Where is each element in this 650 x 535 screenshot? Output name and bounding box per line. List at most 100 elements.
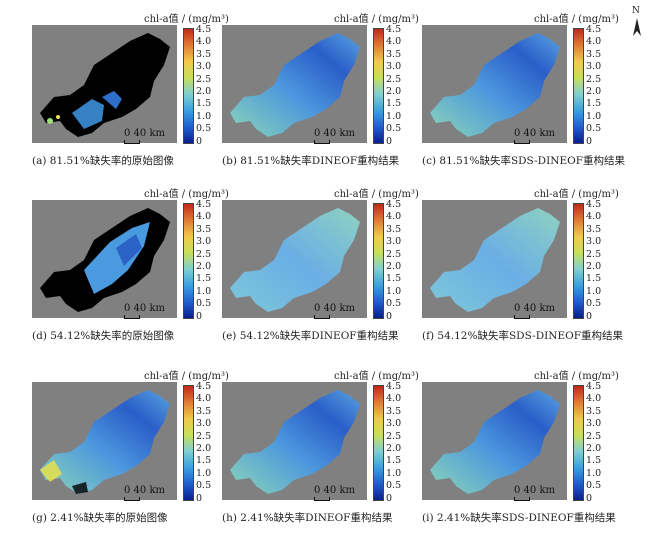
colorbar-tick: 0.5 (196, 123, 212, 135)
scale-bar-label: 0 40 km (514, 485, 555, 496)
colorbar-tick: 4.0 (196, 393, 212, 405)
figure-panel-b: chl-a值 / (mg/m³) 4.5 4.0 3.5 3.0 2.5 2.0 1.5 1.… (222, 10, 422, 170)
colorbar-ticks: 4.5 4.0 3.5 3.0 2.5 2.0 1.5 1.0 0.5 0 (196, 199, 226, 322)
panel-caption: (d) 54.12%缺失率的原始图像 (32, 330, 175, 342)
colorbar-tick: 2.0 (586, 261, 602, 272)
north-arrow: N (628, 6, 646, 40)
lake-map (222, 25, 367, 143)
colorbar-tick: 2.5 (196, 248, 212, 260)
colorbar-ticks: 4.5 4.0 3.5 3.0 2.5 2.0 1.5 1.0 0.5 0 (586, 24, 616, 147)
scale-bar: 0 40 km (314, 128, 355, 144)
lake-map (422, 200, 567, 318)
colorbar-tick: 0.5 (196, 298, 212, 310)
scale-bar-label: 0 40 km (124, 128, 165, 139)
colorbar-tick: 3.0 (586, 418, 602, 430)
colorbar-tick: 1.5 (586, 98, 602, 110)
figure-panel-c: chl-a值 / (mg/m³) 4.5 4.0 3.5 3.0 2.5 2.0 1.5 1.… (422, 10, 625, 170)
scale-bar-label: 0 40 km (514, 128, 555, 139)
panel-caption: (h) 2.41%缺失率DINEOF重构结果 (222, 512, 393, 524)
colorbar-tick: 3.5 (586, 48, 602, 60)
colorbar-tick: 4.5 (196, 199, 212, 210)
colorbar-tick: 2.5 (586, 248, 602, 260)
colorbar-tick: 3.0 (586, 236, 602, 248)
colorbar-tick: 1.0 (386, 285, 402, 297)
panel-caption: (g) 2.41%缺失率的原始图像 (32, 512, 168, 524)
colorbar-tick: 0 (586, 310, 593, 322)
colorbar (373, 28, 384, 144)
colorbar-tick: 0 (386, 492, 393, 504)
colorbar-tick: 0 (386, 135, 393, 147)
colorbar-tick: 3.5 (386, 405, 402, 417)
colorbar-ticks: 4.5 4.0 3.5 3.0 2.5 2.0 1.5 1.0 0.5 0 (196, 25, 226, 147)
colorbar-title: chl-a值 / (mg/m³) (334, 14, 419, 25)
colorbar-tick: 3.5 (196, 48, 212, 60)
lake-map (222, 382, 367, 500)
colorbar-tick: 1.0 (586, 467, 602, 479)
colorbar-tick: 3.5 (386, 48, 402, 60)
colorbar-tick: 2.5 (586, 430, 602, 442)
colorbar-tick: 4.5 (386, 381, 402, 392)
scale-bar: 0 40 km (314, 303, 355, 319)
colorbar-tick: 4.0 (586, 393, 602, 405)
colorbar-title: chl-a值 / (mg/m³) (144, 14, 229, 25)
scale-bar-label: 0 40 km (314, 485, 355, 496)
scale-bar-label: 0 40 km (124, 485, 165, 496)
colorbar-tick: 1.5 (586, 455, 602, 467)
lake-map (32, 25, 177, 143)
colorbar-tick: 4.5 (586, 24, 602, 35)
colorbar-tick: 0 (586, 492, 593, 504)
colorbar-ticks: 4.5 4.0 3.5 3.0 2.5 2.0 1.5 1.0 0.5 0 (386, 199, 416, 322)
colorbar-tick: 4.5 (386, 199, 402, 210)
figure-panel-f: chl-a值 / (mg/m³) 4.5 4.0 3.5 3.0 2.5 2.0 1.5 1.… (422, 185, 623, 345)
colorbar-tick: 1.5 (386, 455, 402, 467)
scale-bar-line (314, 315, 330, 319)
colorbar (573, 385, 584, 501)
colorbar-title: chl-a值 / (mg/m³) (334, 371, 419, 382)
colorbar-ticks: 4.5 4.0 3.5 3.0 2.5 2.0 1.5 1.0 0.5 0 (586, 382, 616, 504)
lake-map (32, 200, 177, 318)
colorbar-tick: 1.0 (386, 110, 402, 122)
colorbar-tick: 1.0 (586, 285, 602, 297)
colorbar-tick: 3.5 (386, 223, 402, 235)
colorbar-tick: 2.5 (586, 73, 602, 85)
colorbar-ticks: 4.5 4.0 3.5 3.0 2.5 2.0 1.5 1.0 0.5 0 (386, 381, 416, 504)
scale-bar-label: 0 40 km (314, 303, 355, 314)
colorbar-tick: 2.5 (196, 430, 212, 442)
colorbar-tick: 2.0 (386, 443, 402, 454)
colorbar-tick: 3.5 (586, 223, 602, 235)
colorbar-tick: 4.0 (586, 36, 602, 48)
colorbar-tick: 4.0 (386, 393, 402, 405)
colorbar-tick: 2.0 (586, 86, 602, 97)
colorbar-tick: 4.0 (386, 211, 402, 223)
panel-caption: (i) 2.41%缺失率SDS-DINEOF重构结果 (422, 512, 616, 524)
north-label: N (632, 6, 640, 16)
colorbar-tick: 2.0 (386, 86, 402, 97)
colorbar (573, 28, 584, 144)
colorbar-tick: 4.0 (196, 211, 212, 223)
colorbar-tick: 0 (196, 310, 203, 322)
colorbar (183, 28, 194, 144)
scale-bar: 0 40 km (124, 303, 165, 319)
scale-bar-line (124, 140, 140, 144)
scale-bar-line (314, 140, 330, 144)
colorbar-tick: 3.5 (586, 405, 602, 417)
scale-bar-line (124, 497, 140, 501)
colorbar-tick: 0.5 (586, 298, 602, 310)
colorbar-tick: 0.5 (586, 123, 602, 135)
colorbar-tick: 2.5 (386, 248, 402, 260)
colorbar-tick: 3.0 (386, 418, 402, 430)
scale-bar-line (514, 497, 530, 501)
figure-panel-i: chl-a值 / (mg/m³) 4.5 4.0 3.5 3.0 2.5 2.0 1.5 1.… (422, 367, 622, 527)
colorbar-tick: 4.5 (196, 381, 212, 392)
figure-panel-d: chl-a值 / (mg/m³) 4.5 4.0 3.5 3.0 2.5 2.0 1.5 1.… (32, 185, 232, 345)
colorbar-tick: 3.0 (196, 61, 212, 73)
colorbar-tick: 2.0 (196, 443, 212, 454)
lake-map (422, 382, 567, 500)
colorbar-tick: 4.5 (586, 199, 602, 210)
colorbar-tick: 1.0 (196, 110, 212, 122)
colorbar-tick: 1.5 (196, 273, 212, 285)
colorbar-tick: 0.5 (386, 123, 402, 135)
colorbar-tick: 2.5 (196, 73, 212, 85)
colorbar-tick: 1.5 (196, 98, 212, 110)
colorbar-tick: 0.5 (196, 480, 212, 492)
